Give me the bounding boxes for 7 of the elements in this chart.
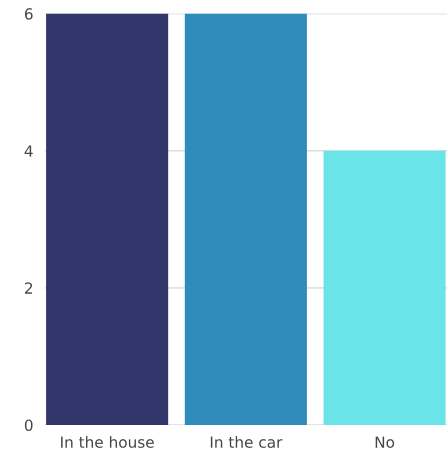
y-tick-label: 6 [24, 8, 33, 20]
x-tick-label: No [376, 436, 394, 448]
y-tick-label: 4 [24, 145, 33, 157]
y-tick-label: 2 [24, 282, 32, 294]
x-tick-label: In the car [210, 436, 282, 448]
x-tick-label: In the house [61, 436, 154, 448]
y-tick-label: 0 [24, 419, 33, 432]
